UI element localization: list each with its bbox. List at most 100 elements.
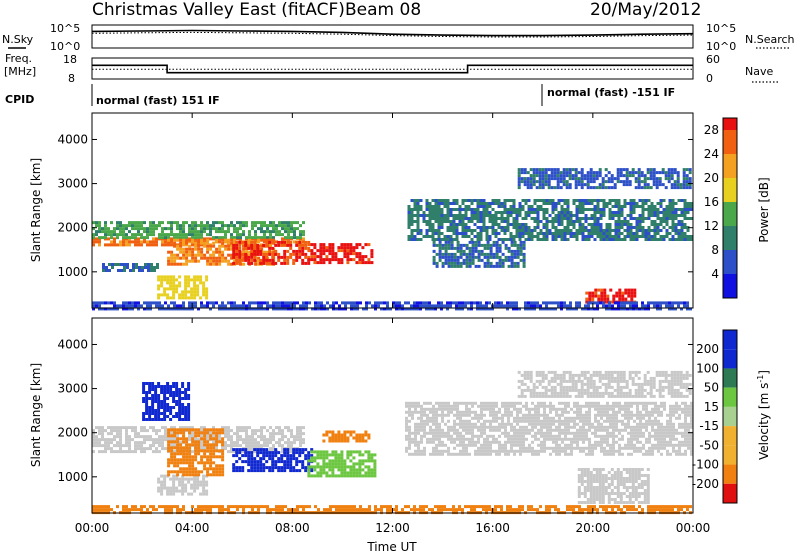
power-cell-1 [290, 224, 293, 228]
power-cell-7 [506, 229, 510, 232]
velocity-cell-5 [325, 450, 329, 454]
velocity-cell-5 [325, 471, 329, 475]
velocity-cell-7 [501, 449, 504, 453]
power-cell-8 [474, 264, 478, 268]
velocity-cell-7 [483, 437, 486, 441]
velocity-cell-6 [340, 436, 344, 440]
power-cell-4 [248, 250, 252, 254]
power-cell-7 [578, 232, 582, 235]
power-cell-5 [277, 258, 281, 262]
power-cell-7 [539, 232, 543, 235]
power-cell-1 [302, 230, 305, 234]
velocity-cell-3 [182, 437, 186, 441]
velocity-cell-3 [209, 428, 213, 432]
power-cell-10 [633, 294, 637, 298]
velocity-cell-3 [167, 443, 171, 447]
velocity-cell-3 [170, 458, 174, 462]
power-cell-1 [236, 236, 239, 240]
power-cell-8 [456, 249, 460, 253]
velocity-cell-0 [131, 426, 134, 430]
velocity-cell-7 [438, 422, 441, 426]
velocity-cell-5 [319, 471, 323, 475]
power-cell-1 [92, 227, 95, 231]
power-cell-7 [689, 235, 693, 238]
power-cell-7 [539, 238, 543, 241]
power-cell-1 [104, 227, 107, 231]
velocity-cell-7 [432, 404, 435, 408]
velocity-cell-7 [459, 416, 462, 420]
velocity-cell-0 [224, 435, 227, 439]
power-cell-3 [193, 278, 197, 282]
velocity-cell-7 [459, 413, 462, 417]
power-cell-4 [245, 250, 249, 254]
power-cell-11 [161, 304, 164, 308]
power-cell-1 [233, 230, 236, 234]
power-cell-4 [203, 256, 207, 260]
velocity-cell-7 [534, 416, 537, 420]
velocity-cell-7 [504, 422, 507, 426]
velocity-cell-3 [176, 464, 180, 468]
power-cell-5 [271, 261, 275, 265]
power-cell-7 [497, 202, 501, 205]
power-cell-7 [587, 208, 591, 211]
power-cell-7 [491, 199, 495, 202]
power-cell-4 [188, 244, 192, 248]
power-cell-9 [640, 186, 644, 190]
power-cell-8 [501, 252, 505, 256]
power-cell-1 [146, 233, 149, 237]
power-cell-9 [628, 174, 632, 178]
velocity-cell-4 [235, 466, 239, 470]
velocity-cell-7 [450, 407, 453, 411]
power-cell-7 [506, 211, 510, 214]
power-cell-11 [155, 304, 158, 308]
power-cell-1 [212, 221, 215, 225]
power-cell-8 [450, 258, 454, 262]
power-cell-8 [516, 264, 520, 268]
velocity-cell-0 [233, 450, 236, 454]
power-cell-11 [383, 301, 386, 305]
power-cell-7 [542, 199, 546, 202]
power-cell-4 [209, 259, 213, 263]
power-cell-7 [599, 223, 603, 226]
velocity-cell-2 [196, 486, 200, 490]
power-cell-5 [286, 261, 290, 265]
power-cell-6 [355, 261, 359, 265]
power-cell-7 [533, 211, 537, 214]
velocity-cell-3 [206, 440, 210, 444]
power-cell-7 [512, 235, 516, 238]
power-cell-8 [504, 246, 508, 250]
power-cell-1 [158, 224, 161, 228]
power-cell-7 [434, 232, 438, 235]
power-cell-11 [500, 304, 503, 308]
power-cell-7 [617, 223, 621, 226]
power-cell-7 [674, 229, 678, 232]
velocity-cell-7 [453, 401, 456, 405]
velocity-cell-0 [248, 444, 251, 448]
power-cell-7 [563, 235, 567, 238]
power-cell-7 [422, 214, 426, 217]
power-cell-9 [547, 186, 551, 190]
velocity-cell-6 [355, 439, 359, 443]
power-cell-9 [523, 183, 527, 187]
power-cell-4 [260, 244, 264, 248]
power-cell-7 [572, 220, 576, 223]
velocity-cell-3 [206, 470, 210, 474]
velocity-cell-3 [197, 428, 201, 432]
velocity-cell-3 [194, 452, 198, 456]
power-cell-1 [134, 233, 137, 237]
power-cell-6 [319, 258, 323, 262]
power-cell-0 [257, 240, 260, 244]
power-cell-7 [605, 205, 609, 208]
power-cell-10 [591, 297, 595, 301]
velocity-cell-3 [197, 449, 201, 453]
velocity-cell-1 [169, 394, 173, 397]
velocity-cell-7 [510, 443, 513, 447]
power-cell-11 [278, 301, 281, 305]
power-cell-9 [622, 168, 626, 172]
velocity-cell-0 [248, 441, 251, 445]
power-cell-3 [172, 275, 176, 279]
velocity-cell-0 [152, 450, 155, 454]
power-cell-11 [596, 301, 599, 305]
power-cell-7 [407, 235, 411, 238]
power-cell-3 [163, 287, 167, 291]
